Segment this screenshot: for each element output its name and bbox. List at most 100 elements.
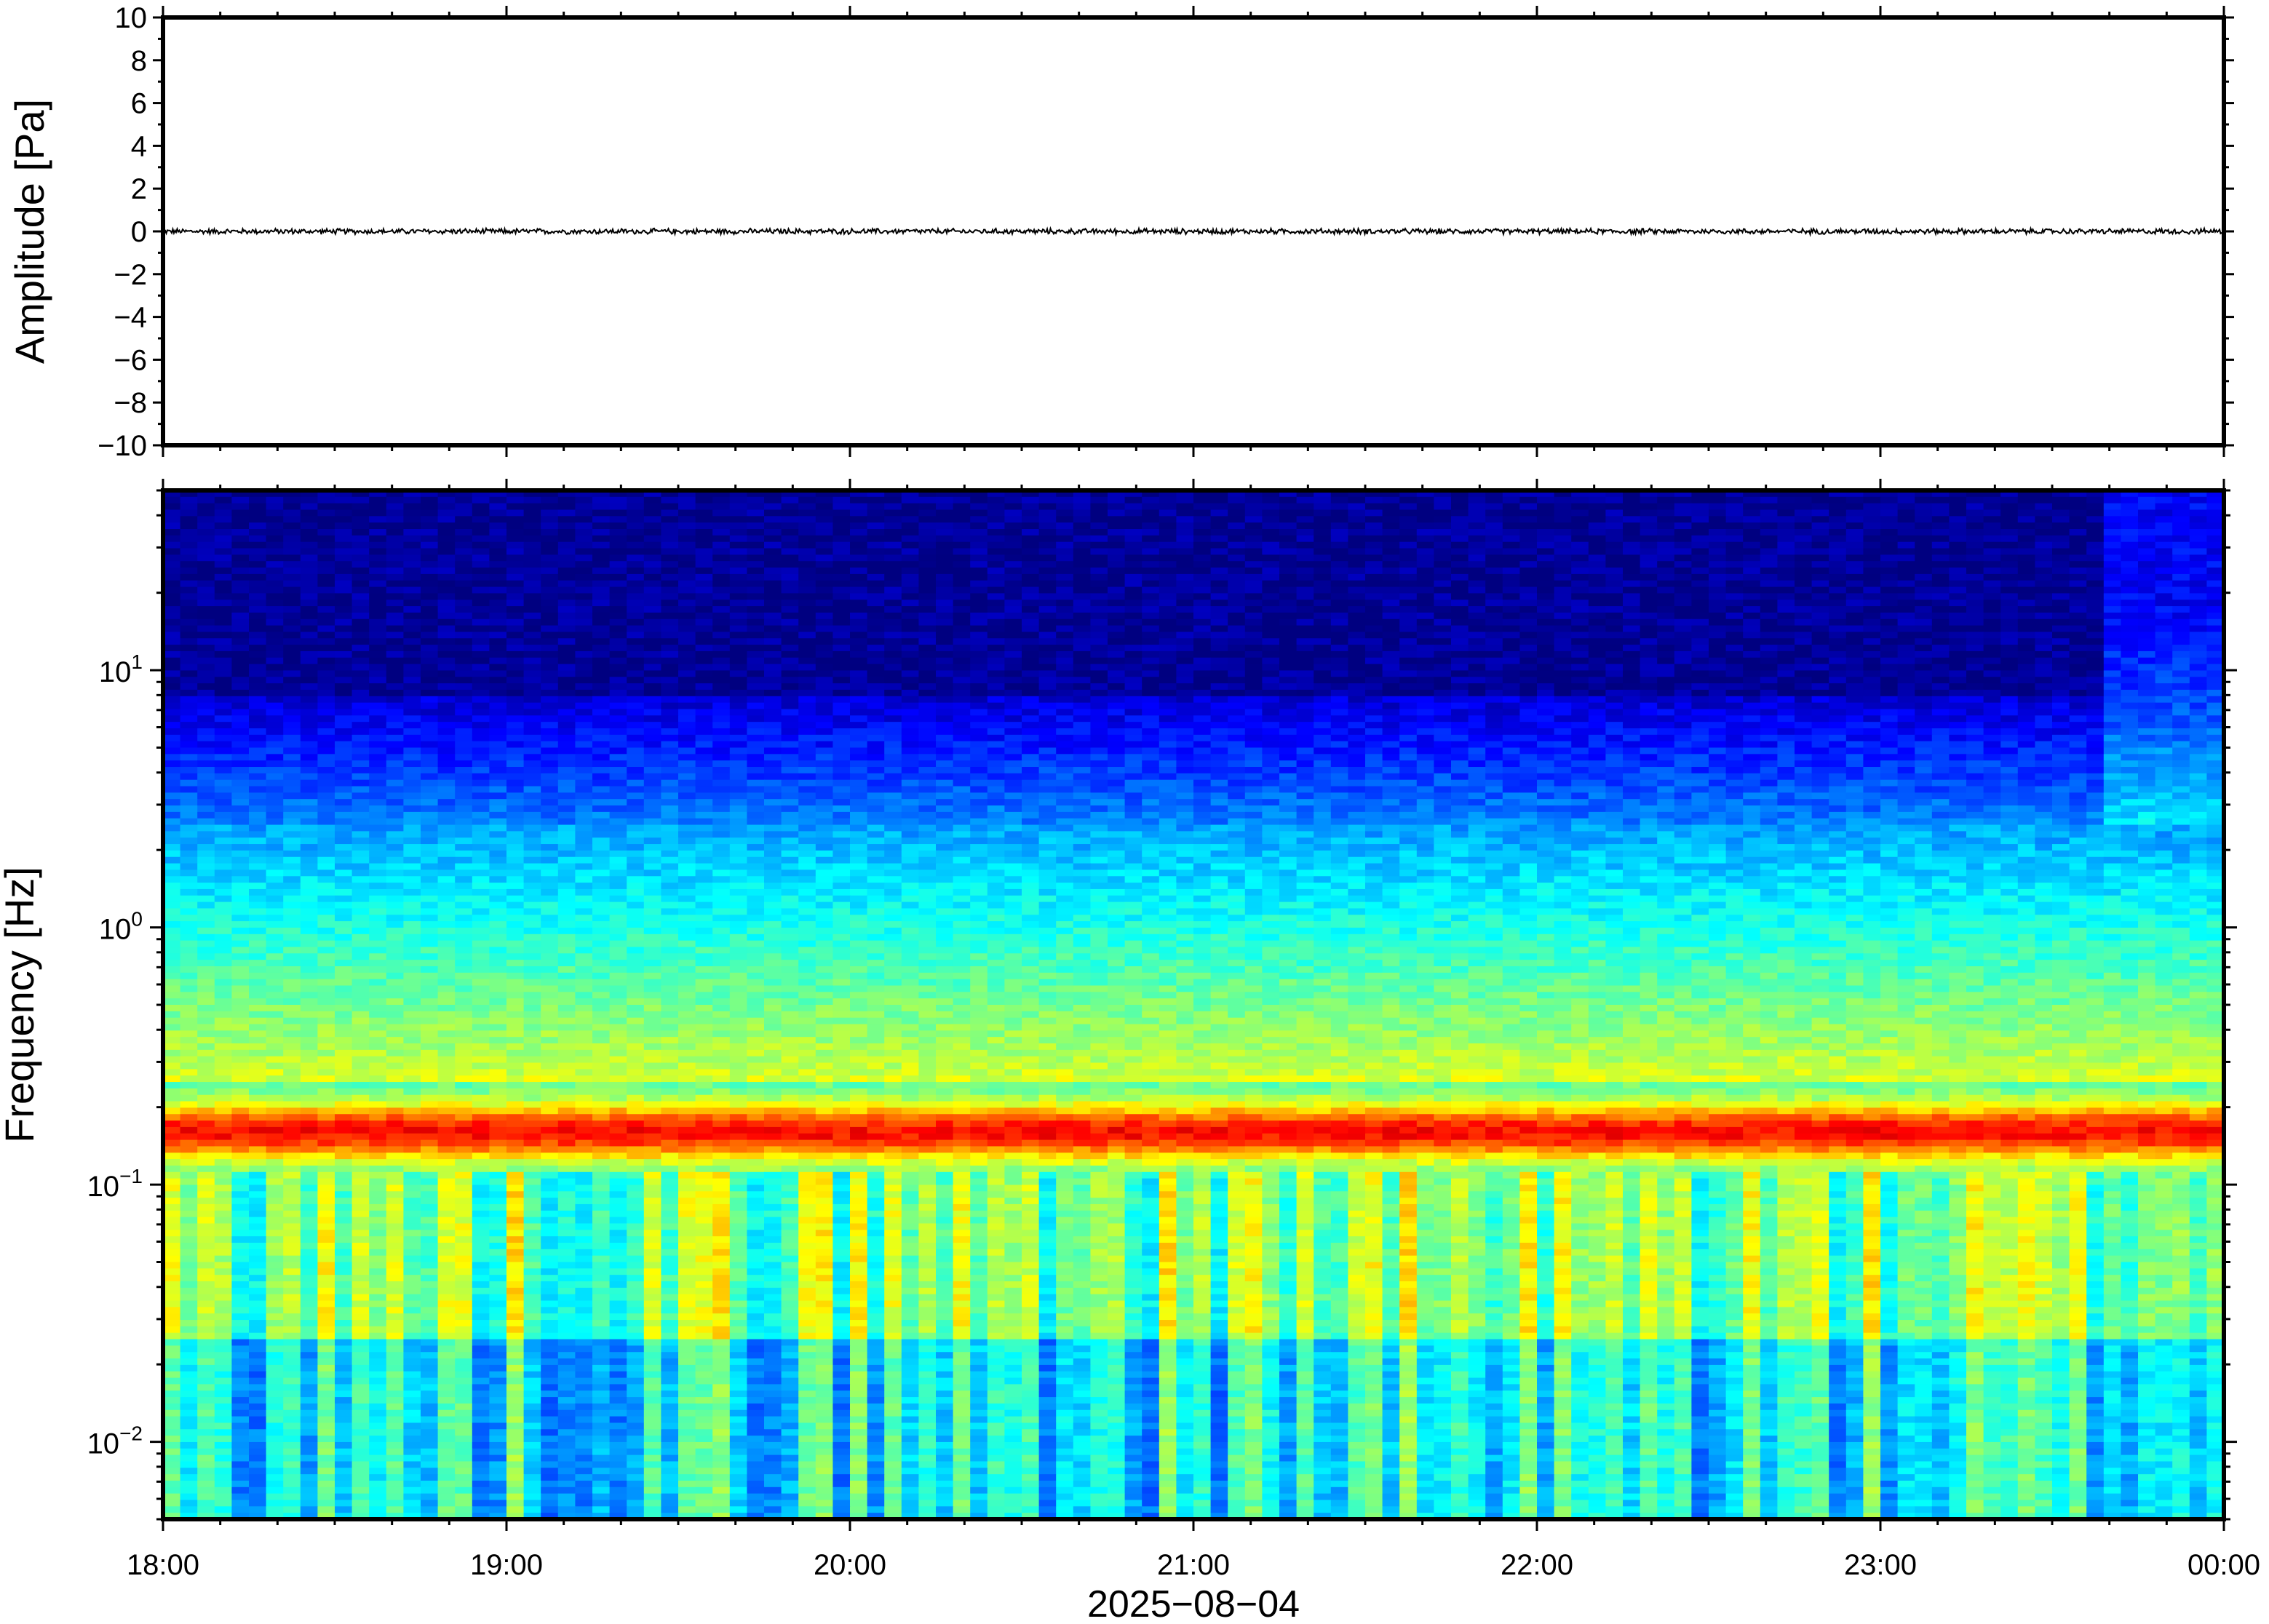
spectrogram-cell — [609, 522, 627, 530]
spectrogram-cell — [1244, 747, 1263, 755]
spectrogram-cell — [283, 522, 301, 530]
spectrogram-cell — [1142, 722, 1160, 729]
spectrogram-cell — [953, 677, 971, 684]
spectrogram-cell — [1760, 541, 1778, 549]
spectrogram-cell — [2121, 632, 2139, 639]
spectrogram-cell — [2086, 657, 2105, 665]
spectrogram-cell — [1073, 548, 1091, 555]
spectrogram-cell — [661, 496, 679, 504]
spectrogram-cell — [1108, 747, 1126, 755]
spectrogram-cell — [1554, 696, 1572, 704]
spectrogram-cell — [1022, 612, 1040, 620]
spectrogram-cell — [1811, 554, 1829, 562]
spectrogram-cell — [231, 541, 250, 549]
spectrogram-cell — [1949, 734, 1967, 742]
spectrogram-cell — [2017, 580, 2035, 588]
spectrogram-cell — [798, 548, 816, 555]
spectrogram-cell — [197, 741, 215, 749]
spectrogram-cell — [163, 657, 181, 665]
spectrogram-cell — [1623, 548, 1641, 555]
spectrogram-cell — [455, 741, 473, 749]
spectrogram-cell — [180, 709, 198, 716]
spectrogram-cell — [1519, 554, 1538, 562]
spectrogram-cell — [351, 561, 370, 568]
spectrogram-cell — [1691, 683, 1709, 690]
spectrogram-cell — [1502, 580, 1520, 588]
spectrogram-cell — [781, 535, 799, 543]
spectrogram-cell — [575, 645, 593, 652]
spectrogram-cell — [369, 657, 387, 665]
spectrogram-cell — [1674, 509, 1692, 517]
spectrogram-cell — [317, 709, 335, 716]
spectrogram-cell — [1210, 683, 1228, 690]
spectrogram-cell — [557, 632, 576, 639]
spectrogram-cell — [2121, 747, 2139, 755]
spectrogram-cell — [541, 638, 559, 645]
spectrogram-cell — [2189, 709, 2207, 716]
spectrogram-cell — [747, 554, 765, 562]
spectrogram-cell — [867, 509, 885, 517]
spectrogram-cell — [523, 522, 541, 530]
spectrogram-cell — [678, 580, 696, 588]
spectrogram-cell — [506, 490, 525, 498]
spectrogram-cell — [1880, 702, 1899, 710]
spectrogram-cell — [1244, 606, 1263, 613]
spectrogram-cell — [2138, 632, 2156, 639]
spectrogram-cell — [266, 747, 284, 755]
spectrogram-cell — [1210, 600, 1228, 607]
spectrogram-cell — [1709, 561, 1727, 568]
spectrogram-cell — [214, 516, 232, 523]
spectrogram-cell — [2155, 632, 2173, 639]
spectrogram-cell — [1451, 490, 1469, 498]
spectrogram-cell — [1176, 670, 1194, 677]
spectrogram-cell — [2189, 618, 2207, 626]
spectrogram-cell — [1330, 728, 1348, 736]
spectrogram-cell — [1743, 747, 1761, 755]
spectrogram-cell — [1382, 638, 1400, 645]
spectrogram-cell — [421, 709, 439, 716]
spectrogram-cell — [2155, 573, 2173, 581]
spectrogram-cell — [1056, 509, 1074, 517]
spectrogram-cell — [1519, 529, 1538, 536]
spectrogram-cell — [2052, 734, 2070, 742]
spectrogram-cell — [369, 586, 387, 594]
spectrogram-cell — [1330, 509, 1348, 517]
spectrogram-cell — [1124, 638, 1143, 645]
spectrogram-cell — [2052, 580, 2070, 588]
spectrogram-cell — [2172, 535, 2190, 543]
spectrogram-cell — [695, 677, 713, 684]
spectrogram-cell — [455, 650, 473, 658]
spectrogram-cell — [1709, 702, 1727, 710]
spectrogram-cell — [1640, 741, 1658, 749]
spectrogram-cell — [1124, 702, 1143, 710]
spectrogram-cell — [1949, 612, 1967, 620]
spectrogram-cell — [1880, 625, 1899, 633]
spectrogram-cell — [1880, 747, 1899, 755]
spectrogram-cell — [747, 696, 765, 704]
spectrogram-cell — [2052, 548, 2070, 555]
spectrogram-cell — [712, 580, 731, 588]
spectrogram-cell — [1451, 522, 1469, 530]
spectrogram-cell — [1004, 728, 1022, 736]
spectrogram-cell — [1279, 586, 1298, 594]
spectrogram-cell — [1863, 490, 1881, 498]
spectrogram-cell — [163, 580, 181, 588]
spectrogram-cell — [1502, 722, 1520, 729]
spectrogram-cell — [2121, 554, 2139, 562]
spectrogram-cell — [403, 568, 421, 575]
spectrogram-cell — [1760, 677, 1778, 684]
spectrogram-cell — [661, 612, 679, 620]
spectrogram-cell — [455, 734, 473, 742]
spectrogram-cell — [1142, 593, 1160, 600]
spectrogram-cell — [2086, 664, 2105, 672]
spectrogram-cell — [1537, 734, 1555, 742]
spectrogram-cell — [918, 709, 937, 716]
spectrogram-cell — [1451, 657, 1469, 665]
spectrogram-cell — [850, 580, 868, 588]
spectrogram-cell — [472, 715, 490, 723]
spectrogram-cell — [266, 503, 284, 511]
spectrogram-cell — [1485, 728, 1503, 736]
spectrogram-cell — [472, 657, 490, 665]
spectrogram-cell — [2052, 657, 2070, 665]
